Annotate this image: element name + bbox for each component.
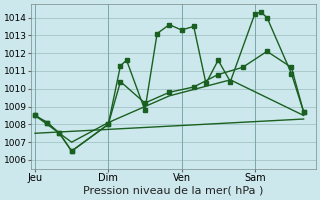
X-axis label: Pression niveau de la mer( hPa ): Pression niveau de la mer( hPa ) bbox=[84, 186, 264, 196]
